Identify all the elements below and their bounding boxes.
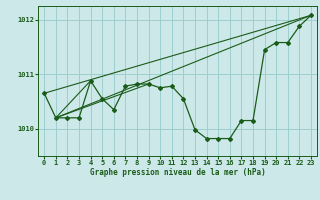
X-axis label: Graphe pression niveau de la mer (hPa): Graphe pression niveau de la mer (hPa) bbox=[90, 168, 266, 177]
